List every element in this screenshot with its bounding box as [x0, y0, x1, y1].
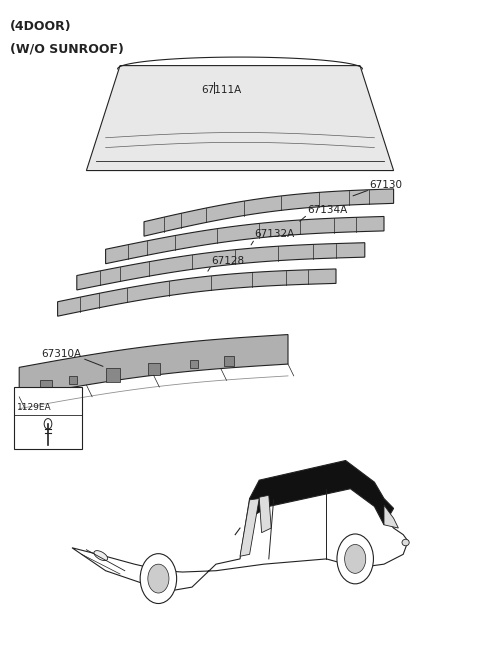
Circle shape	[148, 564, 169, 593]
Text: 1129EA: 1129EA	[17, 403, 51, 412]
Circle shape	[345, 544, 366, 573]
Polygon shape	[259, 495, 271, 533]
Polygon shape	[240, 499, 259, 556]
Bar	[147, 363, 159, 375]
Bar	[224, 356, 234, 365]
Polygon shape	[58, 269, 336, 316]
Ellipse shape	[402, 539, 409, 546]
Polygon shape	[144, 189, 394, 236]
Bar	[106, 368, 120, 382]
Polygon shape	[86, 66, 394, 171]
Polygon shape	[106, 216, 384, 264]
Bar	[14, 387, 82, 449]
Text: 67130: 67130	[370, 180, 403, 190]
Circle shape	[44, 419, 52, 429]
Bar	[69, 376, 77, 384]
Bar	[40, 380, 52, 392]
Polygon shape	[77, 243, 365, 290]
Text: (W/O SUNROOF): (W/O SUNROOF)	[10, 43, 123, 56]
Circle shape	[140, 554, 177, 604]
Text: 67128: 67128	[211, 256, 244, 266]
Polygon shape	[72, 479, 408, 590]
Circle shape	[337, 534, 373, 584]
Polygon shape	[384, 505, 398, 528]
Text: (4DOOR): (4DOOR)	[10, 20, 71, 33]
Polygon shape	[19, 335, 288, 397]
Text: 67310A: 67310A	[41, 349, 82, 359]
Bar	[190, 359, 198, 368]
Ellipse shape	[94, 550, 108, 561]
Text: 67134A: 67134A	[307, 205, 348, 215]
Polygon shape	[250, 461, 394, 525]
Text: 67132A: 67132A	[254, 230, 295, 239]
Text: 67111A: 67111A	[202, 85, 242, 95]
